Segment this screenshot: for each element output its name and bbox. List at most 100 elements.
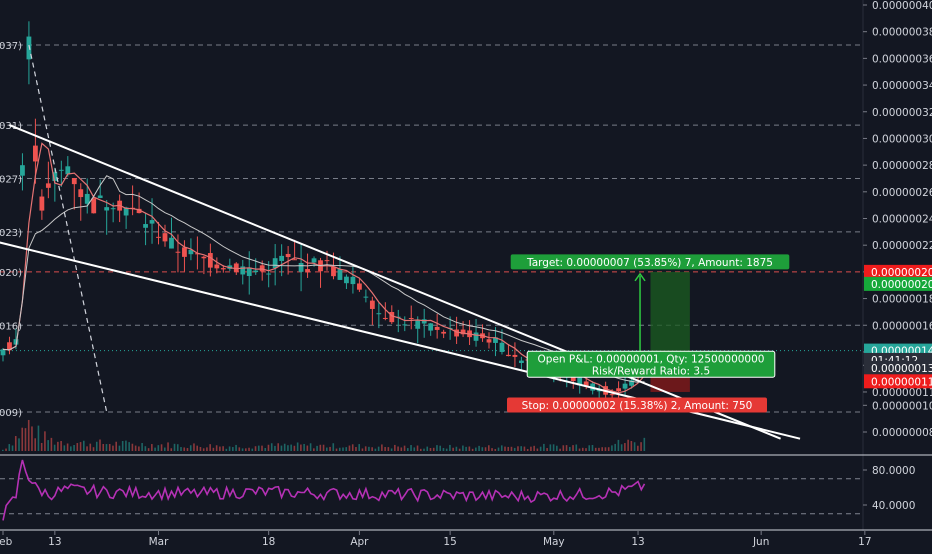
price-tag[interactable]: 0.00000020: [864, 276, 932, 291]
volume-bar: [131, 443, 134, 451]
volume-bar: [607, 447, 610, 451]
horizontal-level-label: 0.00000037): [0, 41, 22, 52]
oscillator-panel[interactable]: [0, 459, 863, 521]
candle-body: [344, 276, 349, 284]
volume-bar: [436, 445, 438, 451]
volume-bar: [572, 445, 574, 451]
volume-bar: [89, 443, 92, 451]
volume-bar: [164, 447, 166, 451]
target-arrow-head: [634, 272, 646, 282]
oscillator-scale[interactable]: 80.0000 40.0000: [863, 465, 915, 512]
candle-body: [52, 172, 58, 181]
volume-bar: [63, 445, 66, 451]
volume-bar: [620, 444, 623, 451]
candle-body: [311, 258, 317, 263]
volume-bar: [598, 447, 600, 451]
volume-bar: [60, 440, 62, 451]
candle-body: [33, 145, 38, 162]
volume-bar: [552, 444, 555, 451]
volume-bar: [151, 444, 153, 451]
volume-bar: [407, 448, 409, 451]
volume-bar: [384, 446, 386, 451]
candle-body: [460, 329, 466, 335]
volume-bar: [504, 446, 506, 451]
volume-bar: [235, 444, 237, 451]
horizontal-level-label: 0.00000016): [0, 321, 22, 332]
candle-body: [486, 339, 492, 343]
volume-bar: [238, 447, 241, 451]
volume-bar: [539, 446, 542, 451]
wedge-trendline[interactable]: [9, 124, 781, 440]
pnl-label[interactable]: Open P&L: 0.00000001, Qty: 12500000000Ri…: [526, 350, 776, 378]
time-tick-label: May: [543, 536, 565, 548]
oscillator-tick-label: 80.0000: [872, 465, 915, 477]
candle-body: [84, 193, 90, 204]
volume-bar: [176, 444, 179, 451]
candle-body: [104, 207, 110, 211]
volume-bar: [313, 448, 315, 451]
volume-bar: [303, 443, 305, 451]
volume-bar: [465, 446, 467, 451]
candle-body: [201, 256, 207, 259]
volume-bar: [423, 448, 425, 451]
volume-bar: [432, 447, 435, 451]
price-tick-label: 0.00000036: [872, 53, 932, 65]
volume-bar: [264, 447, 267, 451]
volume-bar: [245, 448, 247, 451]
candle-body: [279, 255, 285, 261]
target-label[interactable]: Target: 0.00000007 (53.85%) 7, Amount: 1…: [510, 254, 790, 270]
candle-body: [13, 339, 19, 345]
volume-bar: [627, 439, 629, 451]
volume-bar: [338, 447, 341, 451]
volume-bar: [416, 445, 419, 451]
pnl-label-line-1: Open P&L: 0.00000001, Qty: 12500000000: [538, 353, 765, 365]
volume-bar: [11, 445, 14, 451]
volume-bar: [222, 446, 224, 451]
price-tag[interactable]: 0.00000020: [864, 264, 932, 279]
volume-bar: [403, 445, 406, 451]
price-tag[interactable]: 0.00000013: [864, 360, 932, 375]
candle-body: [583, 381, 589, 387]
volume-bar: [287, 445, 289, 451]
price-tick-label: 0.00000030: [872, 133, 932, 145]
candle-body: [156, 236, 161, 238]
volume-bar: [640, 442, 642, 451]
candle-body: [58, 169, 64, 171]
volume-bar: [24, 428, 27, 451]
volume-bar: [410, 445, 412, 451]
volume-bar: [121, 441, 124, 451]
volume-bar: [105, 444, 108, 451]
candle-body: [26, 36, 32, 60]
price-tag[interactable]: 0.00000011: [864, 374, 932, 389]
candle-body: [609, 394, 615, 396]
volume-bar: [439, 445, 441, 451]
volume-bar: [633, 442, 636, 451]
volume-bar: [475, 447, 477, 451]
time-axis[interactable]: Feb 13 Mar 18 Apr 15 May 13 Jun 17: [0, 531, 872, 548]
volume-bar: [565, 445, 568, 451]
volume-bar: [345, 447, 348, 451]
candle-body: [616, 388, 621, 392]
volume-bar: [342, 447, 344, 451]
horizontal-level-label: 0.00000009): [0, 408, 22, 419]
price-panel[interactable]: 0.00000037)0.00000031)0.00000027)0.00000…: [0, 21, 863, 451]
candle-body: [143, 224, 148, 228]
volume-bar: [594, 447, 597, 451]
price-scale[interactable]: 0.00000040 0.00000038 0.00000036 0.00000034…: [863, 0, 932, 439]
stop-label[interactable]: Stop: 0.00000002 (15.38%) 2, Amount: 750: [507, 397, 767, 413]
volume-bar: [47, 440, 49, 451]
volume-bar: [449, 444, 451, 451]
volume-bar: [611, 445, 613, 451]
volume-bar: [76, 443, 79, 451]
candle-body: [402, 324, 408, 326]
volume-bar: [283, 443, 286, 451]
candle-body: [7, 342, 12, 351]
slow-moving-average: [2, 175, 645, 383]
volume-bar: [83, 440, 85, 451]
volume-bar: [556, 445, 558, 451]
horizontal-level-label: 0.00000020): [0, 268, 22, 279]
candle-body: [0, 349, 6, 356]
volume-bar: [397, 446, 399, 451]
